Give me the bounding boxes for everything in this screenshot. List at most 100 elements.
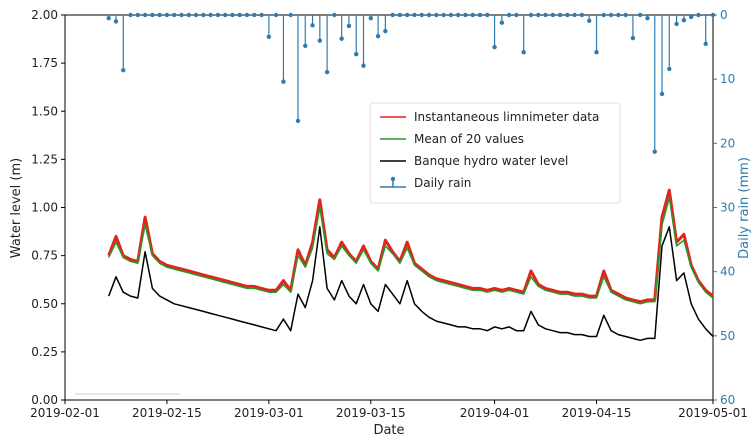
rain-marker xyxy=(616,12,621,18)
rain-marker xyxy=(536,12,541,18)
rain-marker xyxy=(696,12,701,18)
rain-marker xyxy=(164,12,170,18)
rain-marker xyxy=(215,12,221,18)
rain-marker xyxy=(339,36,344,41)
y-tick-label: 0.75 xyxy=(31,249,58,263)
rain-marker xyxy=(674,21,679,27)
y2-tick-label: 50 xyxy=(720,329,735,343)
rain-marker xyxy=(572,12,577,18)
legend-label: Banque hydro water level xyxy=(414,154,568,168)
rain-marker xyxy=(405,12,410,18)
rain-marker xyxy=(150,12,155,18)
rain-marker xyxy=(434,12,439,18)
y2-tick-label: 40 xyxy=(720,265,735,279)
rain-marker xyxy=(179,12,184,18)
rain-marker xyxy=(485,12,490,18)
rain-marker xyxy=(368,16,373,21)
rain-marker xyxy=(201,12,206,18)
x-tick-label: 2019-04-01 xyxy=(460,406,530,420)
x-tick-label: 2019-03-01 xyxy=(234,406,304,420)
rain-marker xyxy=(608,12,614,18)
series-line xyxy=(108,197,714,305)
rain-marker xyxy=(237,12,242,18)
rain-marker xyxy=(470,12,475,18)
x-tick-label: 2019-03-15 xyxy=(336,406,406,420)
rain-marker xyxy=(295,118,301,124)
rain-marker xyxy=(426,12,432,18)
series-line xyxy=(107,226,714,342)
rain-marker xyxy=(455,12,461,18)
rain-marker xyxy=(172,12,177,18)
rain-marker xyxy=(463,12,468,18)
y2-tick-label: 60 xyxy=(720,393,735,407)
x-axis-label: Date xyxy=(373,423,404,438)
rain-marker xyxy=(448,12,454,18)
rain-marker xyxy=(361,63,366,68)
rain-marker xyxy=(659,91,665,97)
x-tick-label: 2019-02-01 xyxy=(30,406,100,420)
rain-marker xyxy=(266,34,272,40)
rain-marker xyxy=(550,12,556,18)
rain-marker xyxy=(273,12,279,18)
legend-swatch xyxy=(390,176,396,182)
rain-marker xyxy=(557,12,563,18)
rain-marker xyxy=(324,69,330,75)
rain-marker xyxy=(303,43,308,48)
x-tick-label: 2019-04-15 xyxy=(562,406,632,420)
rain-marker xyxy=(601,12,606,18)
rain-marker xyxy=(230,12,235,18)
y-tick-label: 1.75 xyxy=(31,56,58,70)
rain-marker xyxy=(594,50,599,55)
rain-marker xyxy=(113,19,119,24)
rain-marker xyxy=(688,14,694,20)
rain-marker xyxy=(667,66,672,72)
rain-marker xyxy=(375,33,381,39)
rain-marker xyxy=(281,79,286,84)
y-tick-label: 0.25 xyxy=(31,345,58,359)
rain-marker xyxy=(652,149,657,154)
rain-marker xyxy=(521,50,526,55)
rain-marker xyxy=(244,12,250,18)
y-axis-label: Water level (m) xyxy=(9,158,24,258)
rain-marker xyxy=(252,12,257,18)
rain-marker xyxy=(681,17,687,23)
rain-marker xyxy=(645,16,650,21)
y-tick-label: 2.00 xyxy=(31,8,58,22)
rain-marker xyxy=(703,41,708,47)
rain-marker xyxy=(492,44,497,50)
rain-marker xyxy=(499,20,505,25)
rain-marker xyxy=(346,23,352,29)
rain-marker xyxy=(587,18,592,23)
legend-label: Mean of 20 values xyxy=(414,132,524,146)
rain-marker xyxy=(259,12,264,18)
rain-marker xyxy=(543,12,548,18)
rain-marker xyxy=(412,12,417,18)
rain-marker xyxy=(565,12,570,18)
rain-marker xyxy=(579,12,585,18)
rain-marker xyxy=(477,12,483,18)
y-tick-label: 0.00 xyxy=(31,393,58,407)
series-line xyxy=(107,188,714,304)
rain-marker xyxy=(506,12,512,18)
rain-marker xyxy=(623,12,628,18)
y-tick-label: 1.00 xyxy=(31,201,58,215)
legend-label: Instantaneous limnimeter data xyxy=(414,110,599,124)
rain-marker xyxy=(128,12,133,18)
rain-marker xyxy=(310,23,315,28)
rain-marker xyxy=(637,12,643,18)
legend-box xyxy=(369,102,621,204)
rain-marker xyxy=(106,16,111,21)
plot-frame xyxy=(64,14,714,401)
y-tick-label: 1.50 xyxy=(31,104,58,118)
rain-marker xyxy=(332,12,337,18)
rain-marker xyxy=(193,12,199,18)
y2-tick-label: 10 xyxy=(720,72,735,86)
rain-marker xyxy=(514,12,519,18)
rain-marker xyxy=(186,12,191,18)
y2-tick-label: 0 xyxy=(720,8,728,22)
rain-marker xyxy=(317,38,323,43)
rain-marker xyxy=(121,67,126,73)
rain-marker xyxy=(397,12,403,18)
x-tick-label: 2019-05-01 xyxy=(678,406,748,420)
